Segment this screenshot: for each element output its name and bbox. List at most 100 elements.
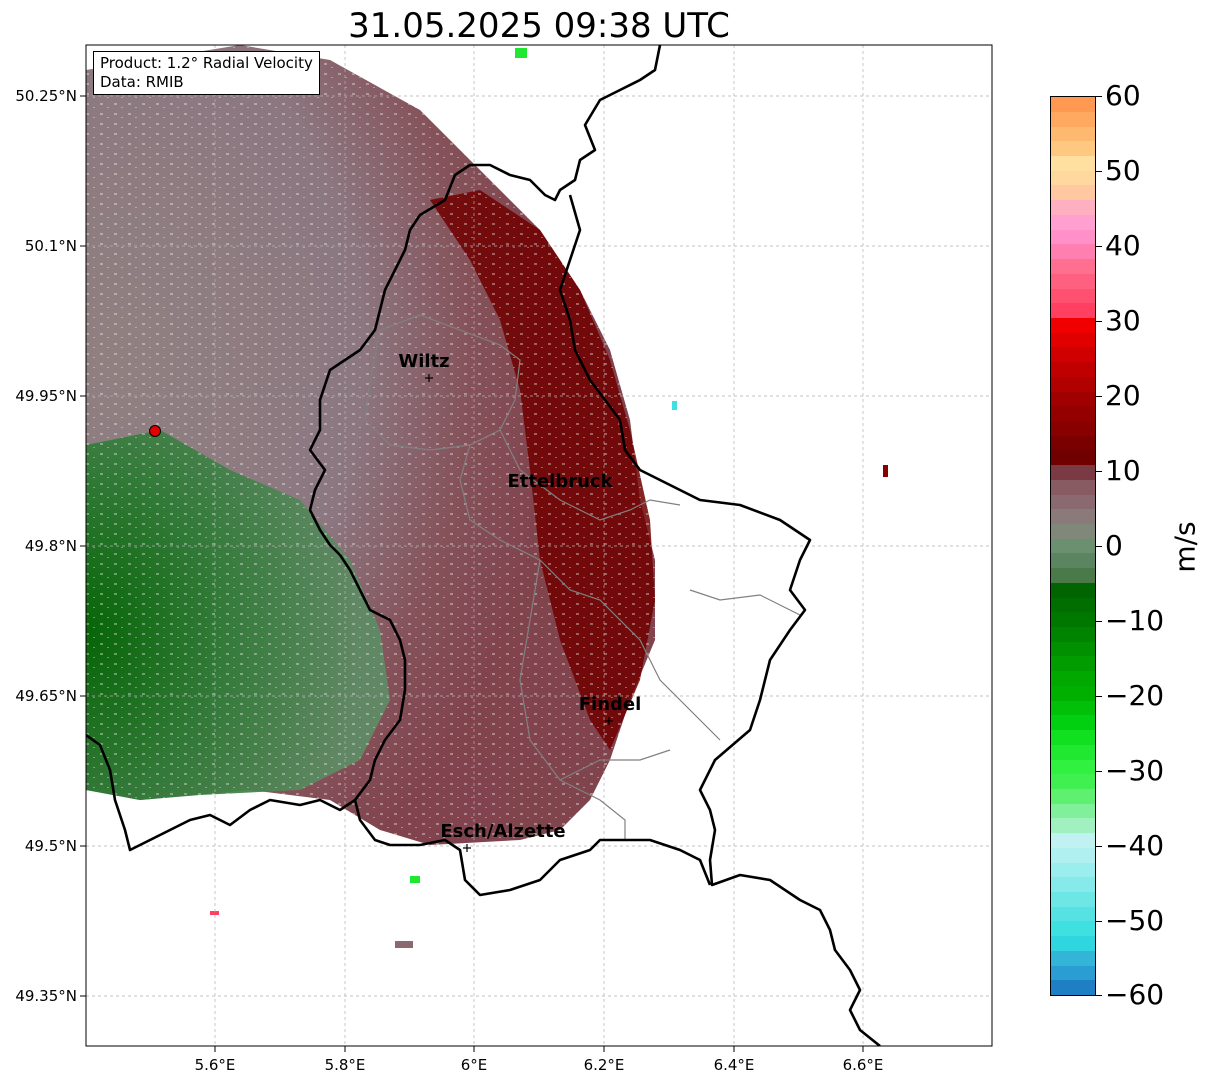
grid	[86, 45, 992, 1046]
axis-ticks	[80, 95, 864, 1052]
colorbar-segment	[1051, 273, 1095, 289]
isolated-echo	[410, 876, 420, 883]
colorbar-segment	[1051, 391, 1095, 407]
colorbar-tick-mark	[1096, 471, 1102, 472]
colorbar-segment	[1051, 524, 1095, 539]
colorbar-segment	[1051, 406, 1095, 421]
colorbar-segment	[1051, 553, 1095, 569]
lon-tick-label: 5.6°E	[194, 1056, 236, 1074]
colorbar-segment	[1051, 156, 1095, 171]
colorbar-segment	[1051, 582, 1095, 598]
colorbar-tick-label: −60	[1105, 978, 1165, 1011]
colorbar-tick-mark	[1096, 995, 1102, 996]
lat-tick-label: 50.1°N	[24, 237, 77, 255]
colorbar-segment	[1051, 111, 1095, 127]
colorbar-segment	[1051, 700, 1095, 716]
colorbar-segment	[1051, 420, 1095, 436]
colorbar-tick-mark	[1096, 546, 1102, 547]
radar-site-marker	[149, 425, 161, 437]
lon-tick-label: 6.6°E	[842, 1056, 884, 1074]
colorbar-segment	[1051, 965, 1095, 981]
colorbar-segment	[1051, 170, 1095, 186]
colorbar-segment	[1051, 479, 1095, 495]
city-label-findel: Findel	[578, 694, 642, 715]
colorbar-segment	[1051, 671, 1095, 686]
colorbar-tick-mark	[1096, 171, 1102, 172]
colorbar-tick-label: 40	[1105, 229, 1141, 262]
district-boundaries	[364, 314, 801, 840]
colorbar-segment	[1051, 362, 1095, 377]
colorbar-segment	[1051, 818, 1095, 834]
colorbar-segment	[1051, 950, 1095, 966]
colorbar-segment	[1051, 494, 1095, 510]
city-label-esch-alzette: Esch/Alzette	[440, 821, 566, 842]
product-label: Product: 1.2° Radial Velocity	[100, 54, 313, 72]
colorbar-segment	[1051, 921, 1095, 937]
colorbar-tick-label: 60	[1105, 79, 1141, 112]
colorbar-segment	[1051, 97, 1095, 112]
colorbar-segment	[1051, 317, 1095, 333]
colorbar-segment	[1051, 288, 1095, 304]
colorbar-segment	[1051, 788, 1095, 804]
velocity-colorbar	[1050, 96, 1096, 996]
colorbar-segment	[1051, 833, 1095, 848]
colorbar-tick-mark	[1096, 96, 1102, 97]
colorbar-segment	[1051, 126, 1095, 142]
plot-area	[86, 45, 992, 1046]
lat-tick-label: 49.5°N	[24, 837, 77, 855]
colorbar-segment	[1051, 141, 1095, 157]
colorbar-unit-label: m/s	[1168, 521, 1202, 573]
city-marker-esch	[463, 844, 471, 852]
lat-tick-label: 50.25°N	[15, 87, 77, 105]
city-label-ettelbruck: Ettelbruck	[507, 471, 613, 492]
colorbar-segment	[1051, 214, 1095, 230]
colorbar-tick-label: 0	[1105, 529, 1123, 562]
isolated-echo	[395, 941, 413, 948]
lon-tick-label: 6.4°E	[713, 1056, 755, 1074]
colorbar-segment	[1051, 759, 1095, 775]
city-label-wiltz: Wiltz	[398, 351, 450, 372]
colorbar-tick-mark	[1096, 921, 1102, 922]
colorbar-segment	[1051, 435, 1095, 451]
colorbar-segment	[1051, 685, 1095, 701]
colorbar-segment	[1051, 936, 1095, 951]
colorbar-segment	[1051, 568, 1095, 583]
colorbar-segment	[1051, 980, 1095, 995]
city-marker-findel	[605, 717, 613, 725]
colorbar-tick-label: −10	[1105, 604, 1165, 637]
colorbar-segment	[1051, 891, 1095, 907]
colorbar-tick-mark	[1096, 696, 1102, 697]
colorbar-segment	[1051, 862, 1095, 878]
lat-tick-label: 49.35°N	[15, 987, 77, 1005]
colorbar-segment	[1051, 259, 1095, 274]
country-borders	[86, 45, 881, 1046]
product-info-box: Product: 1.2° Radial Velocity Data: RMIB	[93, 51, 320, 95]
isolated-echo	[210, 911, 219, 915]
colorbar-tick-label: −20	[1105, 679, 1165, 712]
colorbar-segment	[1051, 465, 1095, 480]
colorbar-tick-mark	[1096, 621, 1102, 622]
colorbar-segment	[1051, 538, 1095, 554]
colorbar-segment	[1051, 877, 1095, 892]
colorbar-segment	[1051, 229, 1095, 245]
colorbar-tick-mark	[1096, 846, 1102, 847]
colorbar-segment	[1051, 509, 1095, 524]
colorbar-segment	[1051, 303, 1095, 318]
city-markers	[425, 374, 613, 852]
colorbar-segment	[1051, 347, 1095, 363]
colorbar-segment	[1051, 715, 1095, 731]
lon-tick-label: 6°E	[460, 1056, 488, 1074]
colorbar-segment	[1051, 774, 1095, 789]
colorbar-tick-label: 50	[1105, 154, 1141, 187]
colorbar-tick-mark	[1096, 771, 1102, 772]
colorbar-segment	[1051, 185, 1095, 201]
colorbar-segment	[1051, 656, 1095, 672]
colorbar-segment	[1051, 376, 1095, 392]
colorbar-segment	[1051, 332, 1095, 348]
colorbar-segment	[1051, 906, 1095, 922]
isolated-echo	[883, 465, 888, 477]
isolated-echo	[672, 401, 677, 410]
colorbar-tick-label: −50	[1105, 904, 1165, 937]
colorbar-tick-label: −40	[1105, 829, 1165, 862]
